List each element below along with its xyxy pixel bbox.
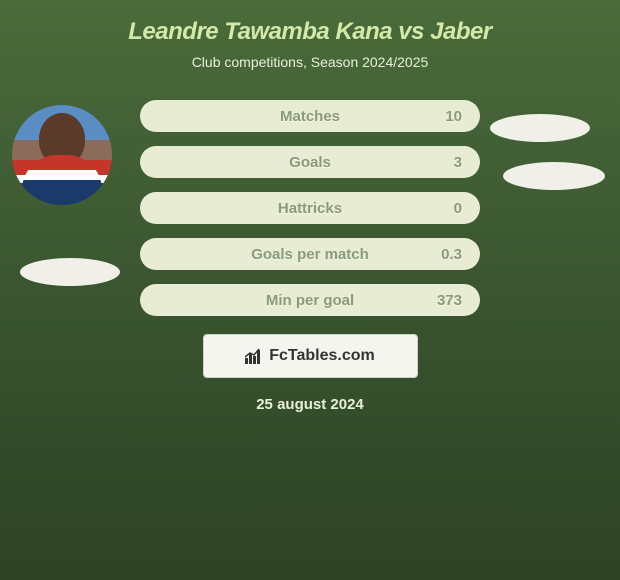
stat-row: Goals 3 xyxy=(140,146,480,178)
stat-value: 10 xyxy=(445,108,462,125)
stat-label: Goals xyxy=(158,154,462,171)
branding-text: FcTables.com xyxy=(269,347,375,365)
right-oval-badge-1 xyxy=(490,114,590,142)
stat-label: Hattricks xyxy=(158,200,462,217)
branding-badge[interactable]: FcTables.com xyxy=(203,334,418,378)
stats-content: Matches 10 Goals 3 Hattricks 0 Goals per… xyxy=(0,100,620,413)
left-oval-badge xyxy=(20,258,120,286)
right-oval-badge-2 xyxy=(503,162,605,190)
comparison-title: Leandre Tawamba Kana vs Jaber xyxy=(0,0,620,54)
stat-value: 0.3 xyxy=(441,246,462,263)
stat-value: 3 xyxy=(454,154,462,171)
avatar-body xyxy=(22,155,102,205)
date-label: 25 august 2024 xyxy=(20,396,600,413)
stat-label: Min per goal xyxy=(158,292,462,309)
stat-value: 0 xyxy=(454,200,462,217)
stat-value: 373 xyxy=(437,292,462,309)
stats-list: Matches 10 Goals 3 Hattricks 0 Goals per… xyxy=(140,100,480,316)
stat-row: Min per goal 373 xyxy=(140,284,480,316)
stat-label: Goals per match xyxy=(158,246,462,263)
stat-row: Goals per match 0.3 xyxy=(140,238,480,270)
chart-icon xyxy=(245,348,263,364)
stat-row: Hattricks 0 xyxy=(140,192,480,224)
stat-row: Matches 10 xyxy=(140,100,480,132)
season-subtitle: Club competitions, Season 2024/2025 xyxy=(0,54,620,70)
player-avatar xyxy=(12,105,112,205)
stat-label: Matches xyxy=(158,108,462,125)
